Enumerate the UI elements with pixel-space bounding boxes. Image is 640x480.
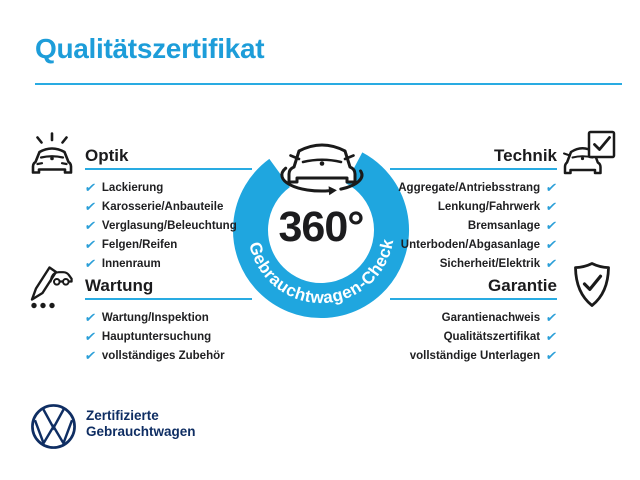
check-item-label: Wartung/Inspektion (101, 311, 209, 324)
check-item-label: Lackierung (101, 181, 164, 194)
check-item: ✔ vollständige Unterlagen (390, 346, 559, 365)
check-item: ✔ Unterboden/Abgasanlage (390, 235, 559, 254)
check-item: ✔ vollständiges Zubehör (83, 346, 252, 365)
check-item-label: Aggregate/Antriebsstrang (398, 181, 541, 194)
section-divider (390, 168, 557, 170)
check-item: ✔ Hauptuntersuchung (83, 327, 252, 346)
360-check-graphic: Gebrauchtwagen-Check (233, 143, 409, 319)
check-icon: ✔ (83, 218, 98, 233)
section-wartung: Wartung ✔ Wartung/Inspektion ✔ Hauptuntersu… (83, 275, 252, 365)
section-items-optik: ✔ Lackierung ✔ Karosserie/Anbauteile ✔ Vergla… (83, 178, 252, 273)
section-title-optik: Optik (85, 146, 129, 165)
check-item-label: vollständiges Zubehör (101, 349, 225, 362)
check-icon: ✔ (544, 329, 559, 344)
service-checklist-icon (30, 266, 73, 309)
page-title: Qualitätszertifikat (35, 33, 265, 64)
check-item: ✔ Sicherheit/Elektrik (390, 254, 559, 273)
check-item: ✔ Karosserie/Anbauteile (83, 197, 252, 216)
check-icon: ✔ (544, 218, 559, 233)
degree-label: 360° (278, 203, 365, 251)
check-item: ✔ Innenraum (83, 254, 252, 273)
check-item-label: Hauptuntersuchung (101, 330, 212, 343)
check-item: ✔ Wartung/Inspektion (83, 308, 252, 327)
brand-line-2: Gebrauchtwagen (86, 424, 196, 439)
check-icon: ✔ (83, 310, 98, 325)
check-item-label: Qualitätszertifikat (443, 330, 541, 343)
check-item-label: Unterboden/Abgasanlage (400, 238, 541, 251)
check-item-label: Verglasung/Beleuchtung (101, 219, 237, 232)
check-item-label: Garantienachweis (441, 311, 541, 324)
car-checkbox-icon (563, 130, 616, 175)
section-items-garantie: ✔ Garantienachweis ✔ Qualitätszertifikat ✔ vo… (390, 308, 559, 365)
sparkling-car-icon (31, 132, 73, 174)
section-divider (390, 298, 557, 300)
check-icon: ✔ (83, 199, 98, 214)
check-icon: ✔ (83, 256, 98, 271)
section-divider (85, 168, 252, 170)
check-item: ✔ Bremsanlage (390, 216, 559, 235)
section-technik: Technik ✔ Aggregate/Antriebsstrang ✔ Lenkun… (390, 145, 559, 273)
check-item: ✔ Aggregate/Antriebsstrang (390, 178, 559, 197)
check-item: ✔ Lackierung (83, 178, 252, 197)
section-garantie: Garantie ✔ Garantienachweis ✔ Qualitätszert… (390, 275, 559, 365)
check-icon: ✔ (83, 180, 98, 195)
check-icon: ✔ (544, 237, 559, 252)
shield-check-icon (574, 262, 610, 307)
section-optik: Optik ✔ Lackierung ✔ Karosserie/Anbauteile ✔… (83, 145, 252, 273)
check-item-label: Lenkung/Fahrwerk (437, 200, 541, 213)
section-divider (85, 298, 252, 300)
check-icon: ✔ (83, 237, 98, 252)
check-icon: ✔ (83, 329, 98, 344)
check-icon: ✔ (544, 199, 559, 214)
check-icon: ✔ (544, 348, 559, 363)
check-item-label: vollständige Unterlagen (409, 349, 541, 362)
check-item: ✔ Garantienachweis (390, 308, 559, 327)
check-item: ✔ Qualitätszertifikat (390, 327, 559, 346)
section-title-wartung: Wartung (85, 276, 154, 295)
brand-text: Zertifizierte Gebrauchtwagen (86, 408, 196, 440)
vw-logo-icon (31, 404, 76, 449)
check-item: ✔ Lenkung/Fahrwerk (390, 197, 559, 216)
check-icon: ✔ (544, 180, 559, 195)
check-item: ✔ Felgen/Reifen (83, 235, 252, 254)
section-title-garantie: Garantie (488, 276, 557, 295)
check-item-label: Sicherheit/Elektrik (439, 257, 541, 270)
section-title-technik: Technik (494, 146, 557, 165)
check-item-label: Innenraum (101, 257, 161, 270)
check-item-label: Bremsanlage (467, 219, 541, 232)
check-icon: ✔ (544, 256, 559, 271)
check-item: ✔ Verglasung/Beleuchtung (83, 216, 252, 235)
check-item-label: Karosserie/Anbauteile (101, 200, 224, 213)
check-icon: ✔ (83, 348, 98, 363)
title-divider (35, 83, 622, 85)
section-items-technik: ✔ Aggregate/Antriebsstrang ✔ Lenkung/Fahrwe… (390, 178, 559, 273)
check-icon: ✔ (544, 310, 559, 325)
section-items-wartung: ✔ Wartung/Inspektion ✔ Hauptuntersuchung ✔ vo… (83, 308, 252, 365)
blue-ring (233, 152, 409, 319)
rotating-car-icon (280, 143, 364, 196)
check-item-label: Felgen/Reifen (101, 238, 178, 251)
brand-line-1: Zertifizierte (86, 408, 159, 423)
